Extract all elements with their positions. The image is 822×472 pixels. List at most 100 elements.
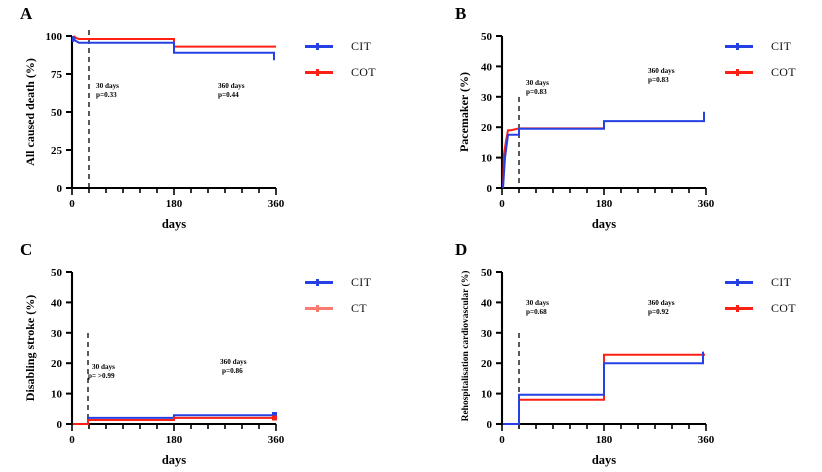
panel-d-annot-360d-line2: p=0.92 <box>648 308 669 316</box>
panel-b-series-cit <box>502 111 705 189</box>
panel-c-legend-label-ct: CT <box>351 301 367 315</box>
panel-a-ytick-100: 100 <box>46 31 63 43</box>
panel-b-ytick-40: 40 <box>481 61 493 73</box>
legend-line-icon-cit <box>725 43 753 50</box>
panel-a-ytick-25: 25 <box>51 145 63 157</box>
panel-b-legend-label-cit: CIT <box>771 39 792 53</box>
panel-b-ytick-50: 50 <box>481 31 493 43</box>
panel-a-ytick-0: 0 <box>57 183 63 195</box>
panel-c-plot: 50 40 30 20 10 0 0 180 <box>23 267 285 467</box>
panel-c-ytick-10: 10 <box>51 389 63 401</box>
panel-a-letter: A <box>20 4 33 23</box>
panel-d-series-cit <box>503 351 704 425</box>
panel-d-annot-30d-line2: p=0.68 <box>526 308 547 316</box>
panel-a-annot-30d-line2: p=0.33 <box>96 91 117 99</box>
panel-b-annot-30d-line2: p=0.83 <box>526 88 547 96</box>
panel-d-ytick-50: 50 <box>481 267 493 279</box>
panel-d-legend: CIT COT <box>725 274 796 326</box>
panel-b: B 50 40 30 20 10 0 <box>420 0 822 236</box>
panel-a-yaxis-title: All caused death (%) <box>23 58 37 166</box>
panel-d-ytick-40: 40 <box>481 297 493 309</box>
panel-b-ytick-10: 10 <box>481 153 493 165</box>
panel-a-annot-360d-line2: p=0.44 <box>218 91 239 99</box>
panel-c-legend: CIT CT <box>305 274 371 326</box>
panel-c: C 50 40 30 20 10 0 <box>0 236 420 472</box>
panel-a-series-cot <box>73 35 276 48</box>
panel-c-xaxis-title: days <box>162 453 186 467</box>
panel-c-legend-row-ct: CT <box>305 300 371 317</box>
legend-line-icon-cit <box>305 279 333 286</box>
panel-b-plot: 50 40 30 20 10 0 0 180 <box>457 31 715 231</box>
panel-c-legend-row-cit: CIT <box>305 274 371 291</box>
panel-a-plot: 100 75 50 25 0 0 180 <box>23 30 285 231</box>
panel-d-legend-label-cit: CIT <box>771 275 792 289</box>
panel-d-legend-row-cit: CIT <box>725 274 796 291</box>
panel-c-ytick-30: 30 <box>51 328 63 340</box>
panel-b-yaxis-title: Pacemaker (%) <box>457 72 471 152</box>
panel-b-xtick-180: 180 <box>596 198 613 210</box>
panel-b-annot-360d-line2: p=0.83 <box>648 76 669 84</box>
panel-a-annot-30d-line1: 30 days <box>96 82 119 90</box>
panel-b-ytick-20: 20 <box>481 122 493 134</box>
panel-d-letter: D <box>455 240 468 259</box>
panel-a-series-cit <box>72 35 275 61</box>
panel-a-legend-label-cot: COT <box>351 65 376 79</box>
legend-line-icon-cit <box>305 43 333 50</box>
legend-line-icon-ct <box>305 305 333 312</box>
legend-line-icon-cot <box>305 69 333 76</box>
legend-line-icon-cot <box>725 305 753 312</box>
panel-d-yaxis-title: Rehospitalisation cardiovascular (%) <box>460 271 471 422</box>
panel-b-ytick-0: 0 <box>487 183 493 195</box>
panel-d-xtick-180: 180 <box>596 434 613 446</box>
panel-b-legend: CIT COT <box>725 38 796 90</box>
panel-c-annot-30d-line1: 30 days <box>92 363 115 371</box>
panel-d-ytick-20: 20 <box>481 358 493 370</box>
panel-b-legend-row-cit: CIT <box>725 38 796 55</box>
panel-c-annot-30d-line2: p= >0.99 <box>88 372 115 380</box>
panel-c-annot-360d-line1: 360 days <box>220 358 247 366</box>
panel-d-ytick-0: 0 <box>487 419 493 431</box>
panel-d-legend-row-cot: COT <box>725 300 796 317</box>
panel-c-endpoint-marker-ct <box>272 415 277 421</box>
panel-a-legend-row-cot: COT <box>305 64 376 81</box>
panel-d-annot-30d-line1: 30 days <box>526 299 549 307</box>
panel-b-legend-label-cot: COT <box>771 65 796 79</box>
panel-d-xaxis-title: days <box>592 453 616 467</box>
panel-b-xtick-0: 0 <box>499 198 505 210</box>
panel-a-legend: CIT COT <box>305 38 376 90</box>
panel-b-xtick-360: 360 <box>698 198 715 210</box>
panel-b-series-cot <box>502 127 604 189</box>
panel-d-ytick-10: 10 <box>481 389 493 401</box>
panel-c-annot-360d-line2: p=0.86 <box>222 367 243 375</box>
panel-a-ytick-75: 75 <box>51 69 63 81</box>
panel-b-legend-row-cot: COT <box>725 64 796 81</box>
panel-c-yaxis-title: Disabling stroke (%) <box>23 295 37 401</box>
panel-c-endpoint-marker-cit <box>272 412 277 417</box>
panel-d-annot-360d-line1: 360 days <box>648 299 675 307</box>
panel-d: D 50 40 30 20 10 0 <box>420 236 822 472</box>
panel-a-annot-360d-line1: 360 days <box>218 82 245 90</box>
panel-a: A 100 75 50 25 0 <box>0 0 420 236</box>
legend-line-icon-cot <box>725 69 753 76</box>
panel-c-ytick-20: 20 <box>51 358 63 370</box>
panel-c-xtick-360: 360 <box>268 434 285 446</box>
panel-c-letter: C <box>20 240 33 259</box>
panel-c-ytick-40: 40 <box>51 297 63 309</box>
panel-d-legend-label-cot: COT <box>771 301 796 315</box>
panel-a-ytick-50: 50 <box>51 107 63 119</box>
panel-a-xtick-0: 0 <box>69 198 75 210</box>
panel-b-annot-30d-line1: 30 days <box>526 79 549 87</box>
panel-b-letter: B <box>455 4 467 23</box>
panel-d-ytick-30: 30 <box>481 328 493 340</box>
panel-a-xtick-360: 360 <box>268 198 285 210</box>
panel-a-xtick-180: 180 <box>166 198 183 210</box>
panel-c-ytick-0: 0 <box>57 419 63 431</box>
panel-b-xaxis-title: days <box>592 217 616 231</box>
panel-b-ytick-30: 30 <box>481 92 493 104</box>
panel-a-xaxis-title: days <box>162 217 186 231</box>
legend-line-icon-cit <box>725 279 753 286</box>
panel-a-legend-row-cit: CIT <box>305 38 376 55</box>
panel-a-legend-label-cit: CIT <box>351 39 372 53</box>
panel-d-plot: 50 40 30 20 10 0 0 180 <box>460 267 715 467</box>
